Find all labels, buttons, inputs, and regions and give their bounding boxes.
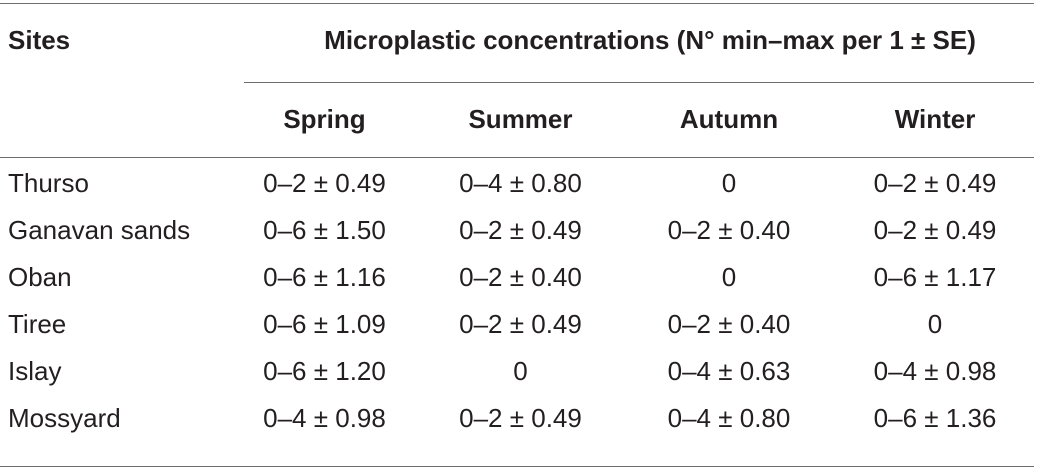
table-row: Thurso 0–2 ± 0.49 0–4 ± 0.80 0 0–2 ± 0.4… <box>0 158 1034 207</box>
header-winter: Winter <box>894 104 976 134</box>
header-summer: Summer <box>468 104 573 134</box>
site-name: Ganavan sands <box>8 215 191 245</box>
site-name: Mossyard <box>8 403 121 433</box>
group-header-underline <box>244 82 1034 83</box>
value-winter: 0–2 ± 0.49 <box>873 215 997 245</box>
value-summer: 0–2 ± 0.49 <box>459 403 582 433</box>
value-spring: 0–6 ± 1.09 <box>263 309 386 339</box>
table-row: Tiree 0–6 ± 1.09 0–2 ± 0.49 0–2 ± 0.40 0 <box>0 301 1034 348</box>
value-summer: 0 <box>513 356 528 386</box>
value-winter: 0–2 ± 0.49 <box>873 168 997 198</box>
table-row: Oban 0–6 ± 1.16 0–2 ± 0.40 0 0–6 ± 1.17 <box>0 254 1034 301</box>
header-spring: Spring <box>283 104 366 134</box>
header-row-seasons: Spring Summer Autumn Winter <box>0 81 1034 158</box>
value-spring: 0–2 ± 0.49 <box>263 168 386 198</box>
table-top-rule <box>0 3 1034 4</box>
value-spring: 0–6 ± 1.50 <box>263 215 386 245</box>
value-spring: 0–4 ± 0.98 <box>263 403 386 433</box>
value-autumn: 0 <box>721 168 737 198</box>
value-spring: 0–6 ± 1.16 <box>263 262 386 292</box>
value-autumn: 0–4 ± 0.80 <box>667 403 791 433</box>
value-summer: 0–2 ± 0.49 <box>459 215 582 245</box>
value-winter: 0–6 ± 1.36 <box>873 403 997 433</box>
header-sites: Sites <box>8 25 71 55</box>
table-row: Islay 0–6 ± 1.20 0 0–4 ± 0.63 0–4 ± 0.98 <box>0 348 1034 395</box>
value-summer: 0–2 ± 0.40 <box>459 262 582 292</box>
value-autumn: 0–2 ± 0.40 <box>667 215 791 245</box>
header-microplastic-concentrations: Microplastic concentrations (N° min–max … <box>230 0 1034 81</box>
microplastic-concentrations-table: Sites Microplastic concentrations (N° mi… <box>0 0 1034 442</box>
value-winter: 0–6 ± 1.17 <box>873 262 997 292</box>
site-name: Tiree <box>8 309 67 339</box>
value-winter: 0 <box>927 309 943 339</box>
value-winter: 0–4 ± 0.98 <box>873 356 997 386</box>
header-autumn: Autumn <box>679 104 779 134</box>
table-row: Ganavan sands 0–6 ± 1.50 0–2 ± 0.49 0–2 … <box>0 207 1034 254</box>
value-autumn: 0–4 ± 0.63 <box>667 356 791 386</box>
site-name: Oban <box>8 262 72 292</box>
value-summer: 0–2 ± 0.49 <box>459 309 582 339</box>
table-row: Mossyard 0–4 ± 0.98 0–2 ± 0.49 0–4 ± 0.8… <box>0 395 1034 442</box>
site-name: Islay <box>8 356 62 386</box>
value-spring: 0–6 ± 1.20 <box>263 356 386 386</box>
header-blank-cell <box>0 81 230 158</box>
header-row-group: Sites Microplastic concentrations (N° mi… <box>0 0 1034 81</box>
value-summer: 0–4 ± 0.80 <box>459 168 582 198</box>
value-autumn: 0 <box>721 262 737 292</box>
header-group-label: Microplastic concentrations (N° min–max … <box>324 25 976 55</box>
header-bottom-rule <box>0 157 1034 158</box>
table-bottom-rule <box>0 466 1034 467</box>
value-autumn: 0–2 ± 0.40 <box>667 309 791 339</box>
site-name: Thurso <box>8 168 89 198</box>
